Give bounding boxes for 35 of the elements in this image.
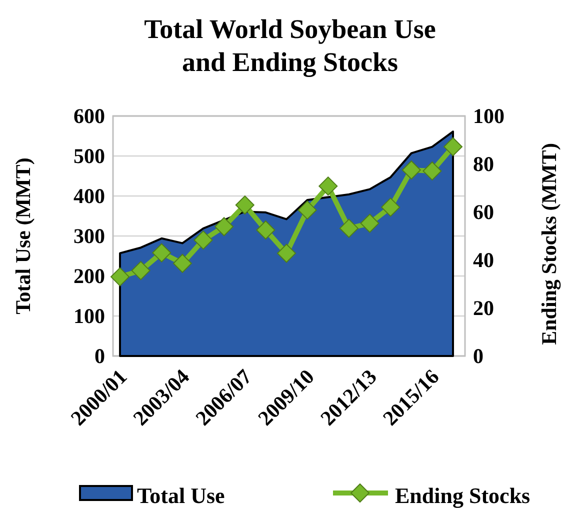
y-tick-label: 500	[74, 144, 105, 168]
point	[131, 261, 150, 280]
y-tick-label: 200	[74, 264, 105, 288]
y2-tick-label: 20	[473, 296, 494, 320]
legend-label: Total Use	[137, 483, 226, 508]
point	[152, 243, 172, 262]
point	[194, 230, 213, 250]
point	[256, 220, 276, 240]
point	[235, 196, 254, 215]
y-tick-label: 600	[74, 104, 105, 128]
y-axis-title: Total Use (MMT)	[11, 158, 35, 314]
y2-tick-label: 100	[473, 104, 504, 128]
point	[318, 176, 338, 196]
legend-label: Ending Stocks	[395, 483, 531, 508]
point	[402, 160, 421, 180]
chart-title: Total World Soybean Use and Ending Stocks	[144, 14, 436, 77]
point	[110, 267, 130, 286]
point	[360, 214, 380, 233]
point	[214, 217, 234, 236]
y-tick-label: 300	[74, 224, 105, 248]
point	[444, 137, 462, 156]
point	[422, 161, 442, 180]
y2-tick-label: 80	[473, 152, 494, 176]
y2-tick-label: 0	[473, 344, 484, 368]
point	[298, 200, 317, 220]
point	[339, 218, 358, 238]
y-tick-label: 0	[94, 344, 105, 368]
y-tick-label: 100	[74, 304, 105, 328]
point	[381, 198, 400, 217]
y-tick-label: 400	[74, 184, 105, 208]
y2-axis-title: Ending Stocks (MMT)	[537, 143, 561, 345]
point	[277, 244, 296, 263]
point	[172, 254, 192, 273]
y2-tick-label: 60	[473, 200, 494, 224]
y2-tick-label: 40	[473, 248, 494, 272]
